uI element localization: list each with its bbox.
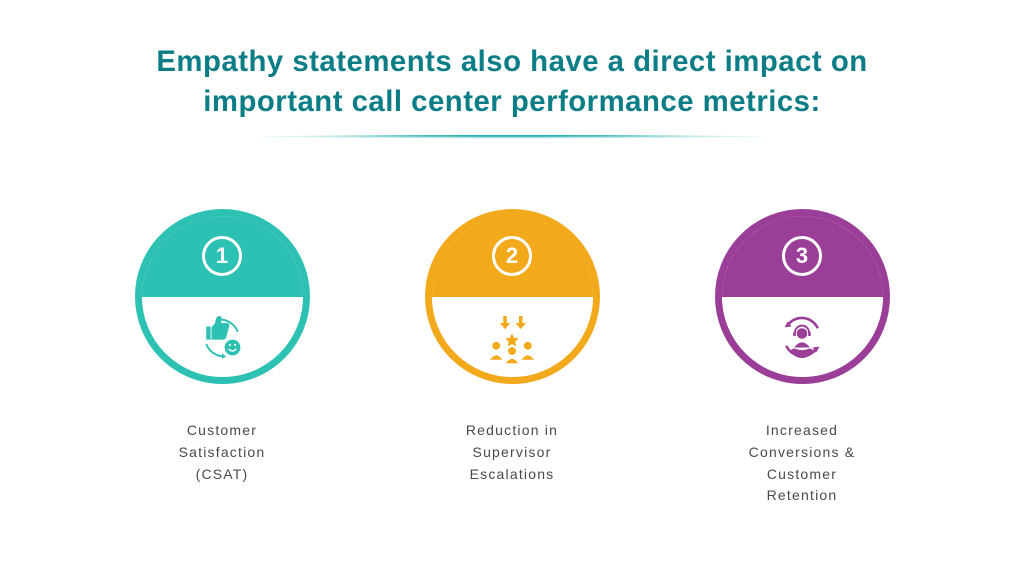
page-title: Empathy statements also have a direct im…: [156, 42, 867, 121]
number-1: 1: [216, 243, 228, 269]
title-underline: [252, 135, 772, 139]
metric-circle-3: 3: [715, 209, 890, 384]
thumbs-smile-cycle-icon: [194, 309, 250, 365]
metrics-row: 1: [122, 209, 902, 507]
metric-item-2: 2: [412, 209, 612, 507]
number-2: 2: [506, 243, 518, 269]
metric-caption-2: Reduction in Supervisor Escalations: [466, 420, 558, 485]
circle-top-1: 1: [142, 216, 303, 297]
metric-item-1: 1: [122, 209, 322, 507]
retention-cycle-icon: [774, 309, 830, 365]
circle-bottom-2: [432, 297, 593, 378]
escalation-group-icon: [484, 309, 540, 365]
number-badge-3: 3: [782, 236, 822, 276]
circle-bottom-3: [722, 297, 883, 378]
circle-top-3: 3: [722, 216, 883, 297]
circle-top-2: 2: [432, 216, 593, 297]
number-badge-1: 1: [202, 236, 242, 276]
number-3: 3: [796, 243, 808, 269]
number-badge-2: 2: [492, 236, 532, 276]
circle-bottom-1: [142, 297, 303, 378]
metric-circle-2: 2: [425, 209, 600, 384]
metric-circle-1: 1: [135, 209, 310, 384]
title-line-1: Empathy statements also have a direct im…: [156, 45, 867, 78]
metric-caption-1: Customer Satisfaction (CSAT): [179, 420, 266, 485]
title-line-2: important call center performance metric…: [203, 85, 821, 118]
metric-item-3: 3: [702, 209, 902, 507]
metric-caption-3: Increased Conversions & Customer Retenti…: [749, 420, 856, 507]
